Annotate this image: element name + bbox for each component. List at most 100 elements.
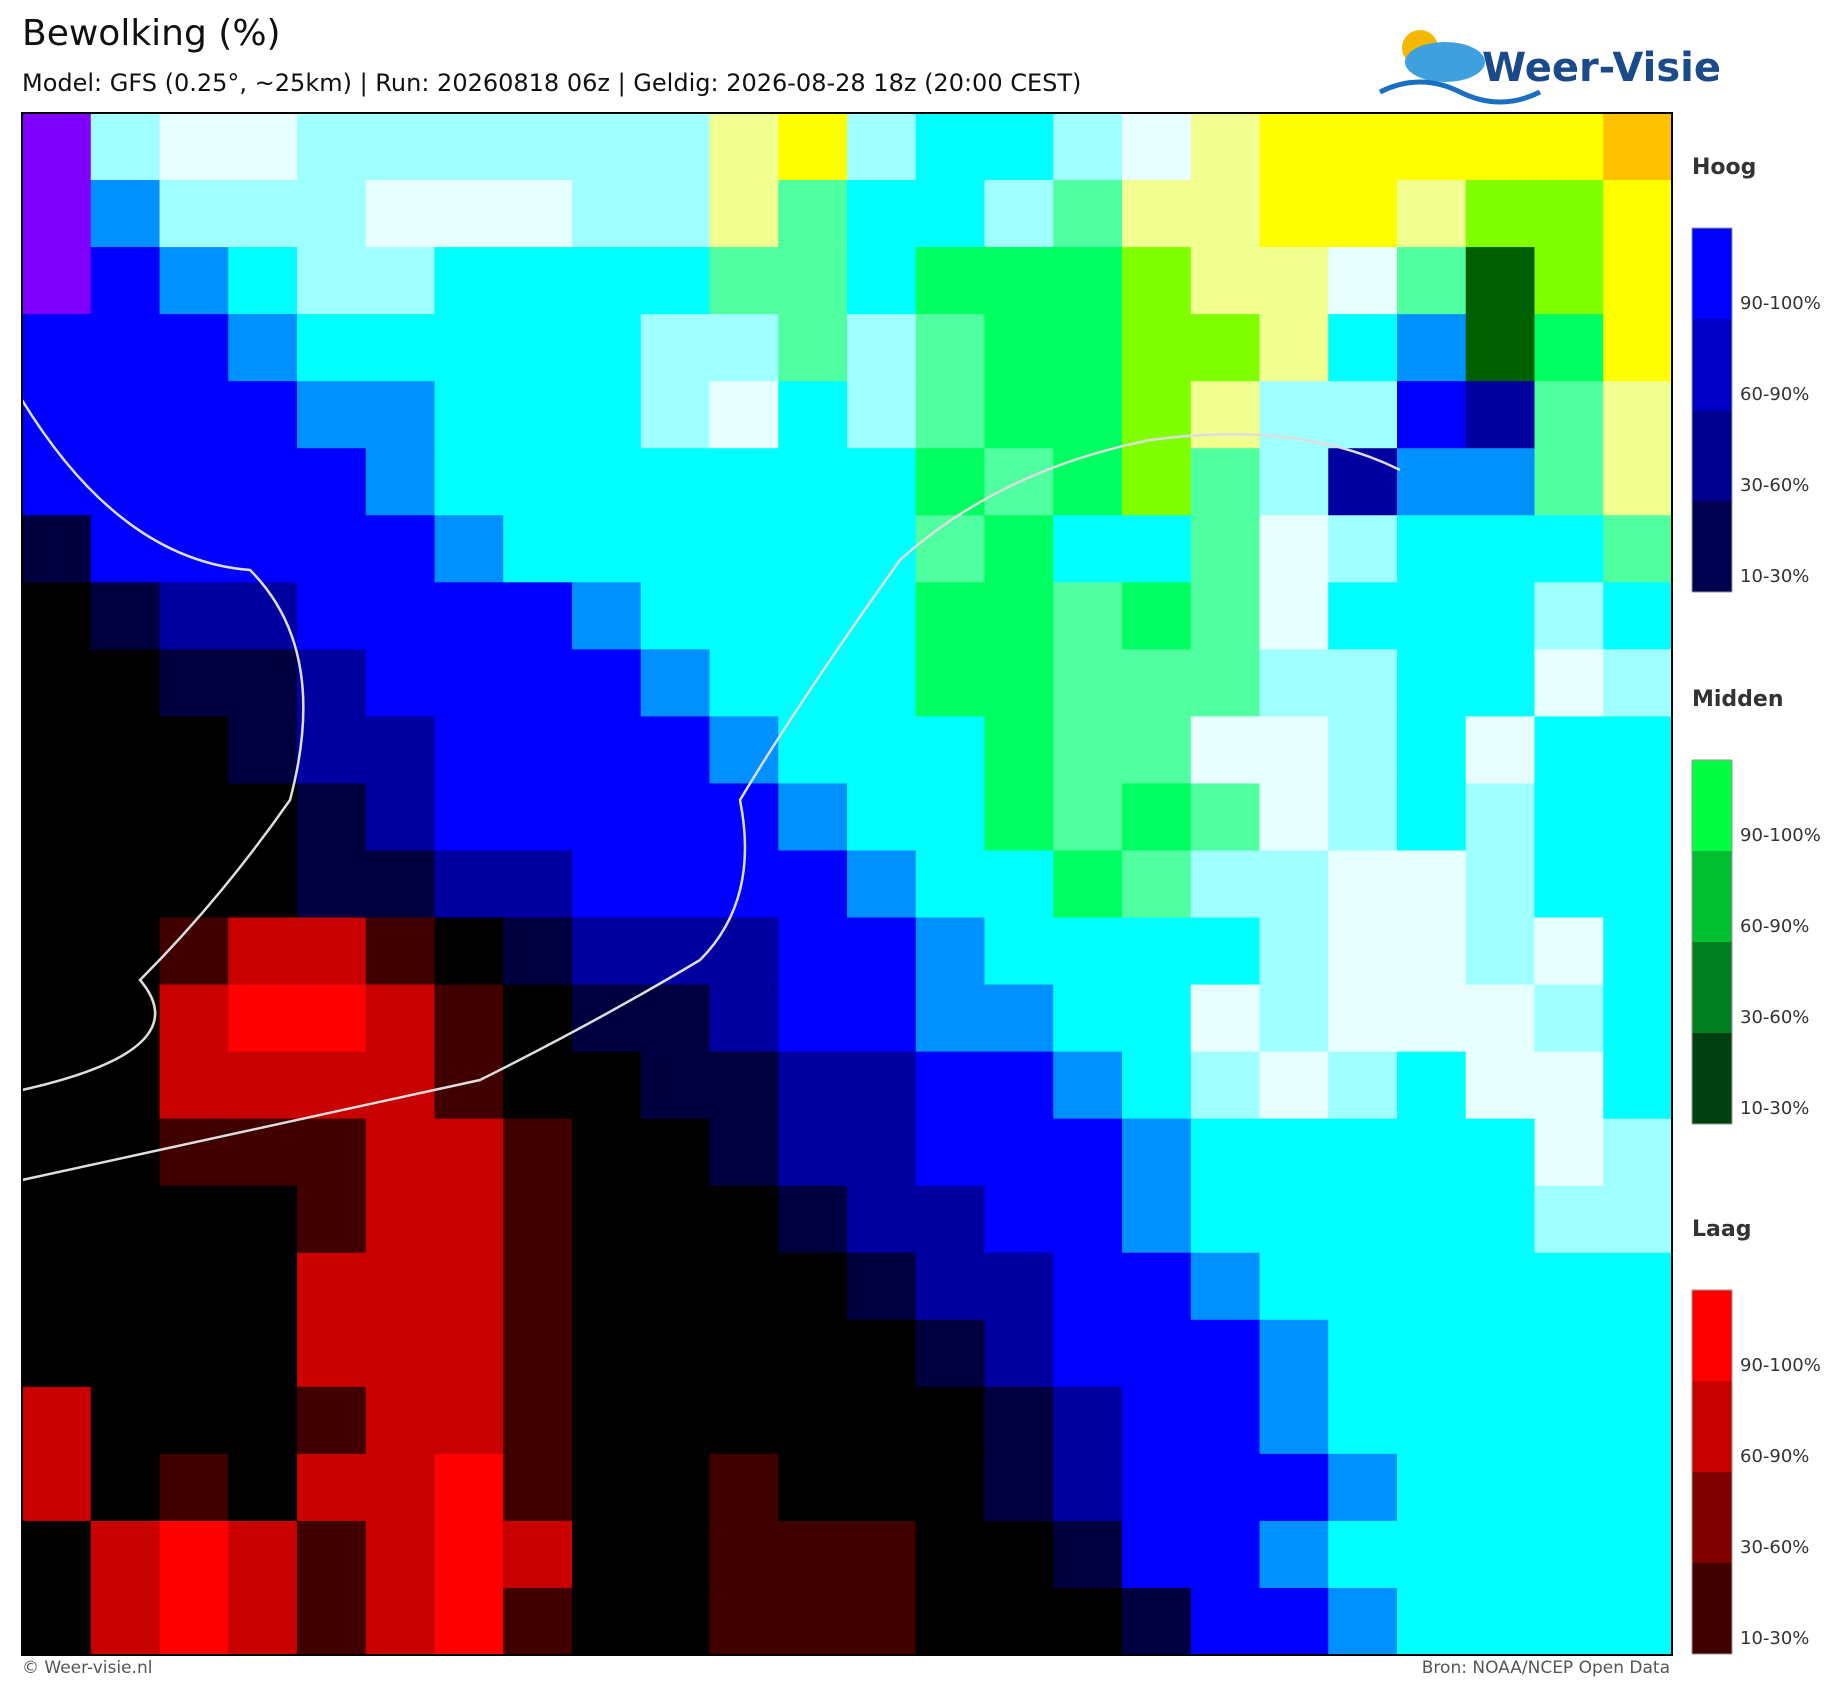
cloud-cell bbox=[640, 381, 710, 449]
cloud-cell bbox=[1534, 515, 1604, 583]
cloud-cell bbox=[1053, 180, 1123, 248]
cloud-cell bbox=[778, 247, 848, 315]
cloud-cell bbox=[709, 1051, 779, 1120]
cloud-cell bbox=[159, 381, 229, 449]
cloud-cell bbox=[1397, 180, 1467, 248]
cloud-cell bbox=[1190, 1587, 1260, 1656]
cloud-cell bbox=[503, 649, 573, 717]
cloud-cell bbox=[572, 917, 642, 986]
cloud-cell bbox=[640, 649, 710, 717]
cloud-cell bbox=[1190, 381, 1260, 449]
cloud-cell bbox=[1465, 716, 1535, 784]
cloud-cell bbox=[1259, 1051, 1329, 1120]
cloud-cell bbox=[1603, 783, 1673, 851]
cloud-cell bbox=[1259, 1185, 1329, 1254]
cloud-cell bbox=[572, 381, 642, 449]
cloud-cell bbox=[22, 1319, 92, 1388]
legend-swatch bbox=[1692, 851, 1732, 942]
cloud-cell bbox=[1534, 1453, 1604, 1522]
cloud-cell bbox=[159, 582, 229, 650]
cloud-cell bbox=[915, 850, 985, 919]
cloud-cell bbox=[1328, 1118, 1398, 1187]
cloud-cell bbox=[503, 1252, 573, 1321]
cloud-cell bbox=[709, 917, 779, 986]
cloud-cell bbox=[640, 113, 710, 181]
cloud-cell bbox=[1328, 850, 1398, 919]
cloud-cell bbox=[1190, 113, 1260, 181]
cloud-cell bbox=[90, 1453, 160, 1522]
cloud-cell bbox=[1465, 783, 1535, 851]
cloud-cell bbox=[915, 984, 985, 1053]
cloud-cell bbox=[1122, 1185, 1192, 1254]
cloud-cell bbox=[572, 850, 642, 919]
cloud-cell bbox=[1534, 180, 1604, 248]
cloud-cell bbox=[640, 582, 710, 650]
cloud-cell bbox=[228, 1185, 298, 1254]
cloud-cell bbox=[1465, 1051, 1535, 1120]
cloud-cell bbox=[847, 1319, 917, 1388]
cloud-cell bbox=[365, 247, 435, 315]
cloud-cell bbox=[709, 113, 779, 181]
cloud-cell bbox=[1190, 850, 1260, 919]
cloud-cell bbox=[1122, 113, 1192, 181]
cloud-cell bbox=[503, 582, 573, 650]
cloud-cell bbox=[1328, 716, 1398, 784]
cloud-cell bbox=[984, 582, 1054, 650]
cloud-cell bbox=[228, 314, 298, 382]
cloud-cell bbox=[640, 1319, 710, 1388]
cloud-cell bbox=[1465, 113, 1535, 181]
cloud-cell bbox=[159, 1051, 229, 1120]
cloud-cell bbox=[847, 850, 917, 919]
cloud-cell bbox=[365, 1252, 435, 1321]
cloud-cell bbox=[1397, 649, 1467, 717]
cloud-cell bbox=[365, 180, 435, 248]
cloud-cell bbox=[709, 1587, 779, 1656]
cloud-cell bbox=[297, 1386, 367, 1455]
cloud-cell bbox=[1259, 716, 1329, 784]
legend-title: Midden bbox=[1692, 687, 1784, 712]
cloud-cell bbox=[1122, 984, 1192, 1053]
cloud-cell bbox=[709, 247, 779, 315]
cloud-cell bbox=[984, 783, 1054, 851]
cloud-cell bbox=[434, 984, 504, 1053]
cloud-cell bbox=[709, 381, 779, 449]
legend-swatch bbox=[1692, 319, 1732, 410]
cloud-cell bbox=[915, 1319, 985, 1388]
cloud-cell bbox=[572, 1386, 642, 1455]
cloud-cell bbox=[159, 984, 229, 1053]
cloud-cell bbox=[1328, 314, 1398, 382]
cloud-cell bbox=[1534, 247, 1604, 315]
cloud-cell bbox=[297, 716, 367, 784]
cloud-cell bbox=[159, 1520, 229, 1589]
cloud-cell bbox=[365, 448, 435, 516]
cloud-cell bbox=[365, 716, 435, 784]
cloud-cell bbox=[1465, 984, 1535, 1053]
cloud-cell bbox=[1603, 1520, 1673, 1589]
cloud-cell bbox=[503, 984, 573, 1053]
cloud-cell bbox=[572, 1118, 642, 1187]
legend-swatch bbox=[1692, 228, 1732, 319]
cloud-cell bbox=[228, 113, 298, 181]
cloud-cell bbox=[1122, 1520, 1192, 1589]
cloud-cell bbox=[1603, 1587, 1673, 1656]
cloud-cell bbox=[572, 113, 642, 181]
cloud-cell bbox=[984, 381, 1054, 449]
cloud-cell bbox=[90, 716, 160, 784]
cloud-cell bbox=[1603, 1051, 1673, 1120]
cloud-cell bbox=[1534, 649, 1604, 717]
cloud-cell bbox=[159, 1185, 229, 1254]
cloud-cell bbox=[915, 314, 985, 382]
cloud-cell bbox=[1122, 850, 1192, 919]
cloud-cell bbox=[297, 515, 367, 583]
cloud-cell bbox=[1259, 1520, 1329, 1589]
cloud-cell bbox=[434, 180, 504, 248]
cloud-cell bbox=[778, 1319, 848, 1388]
cloud-cell bbox=[90, 113, 160, 181]
cloud-cell bbox=[847, 381, 917, 449]
cloud-cell bbox=[228, 1118, 298, 1187]
cloud-cell bbox=[709, 984, 779, 1053]
cloud-cell bbox=[228, 1051, 298, 1120]
cloud-cell bbox=[228, 1453, 298, 1522]
cloud-cell bbox=[572, 1319, 642, 1388]
cloud-cell bbox=[1465, 649, 1535, 717]
